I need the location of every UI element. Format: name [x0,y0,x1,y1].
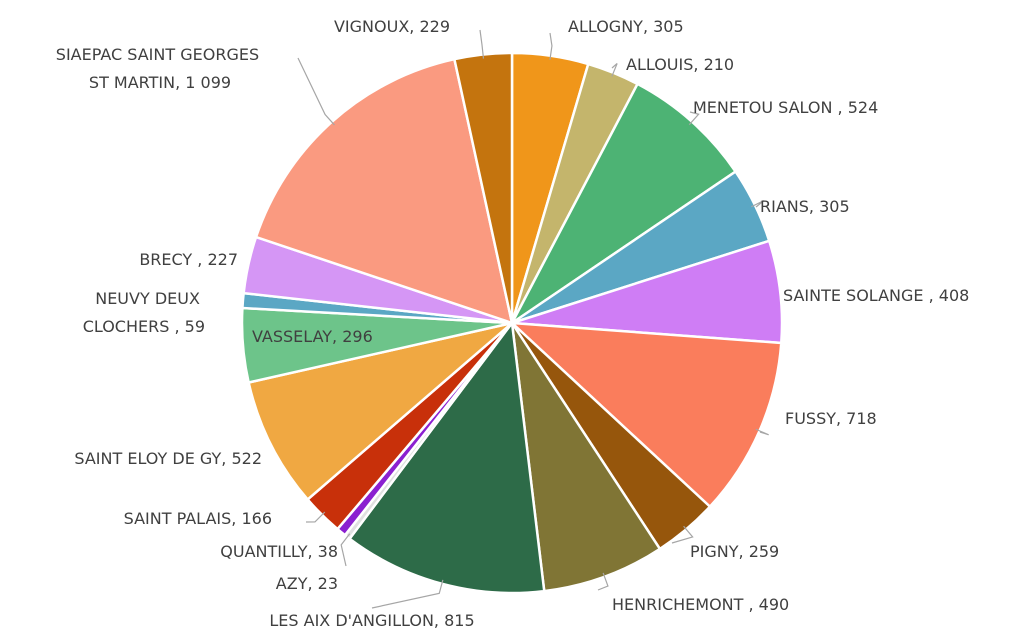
label-separator: , [307,574,317,593]
label-category: PIGNY [690,542,739,561]
label-value: 1 099 [185,73,231,92]
label-value: 815 [444,611,475,630]
label-separator: , [434,611,444,630]
label-value: 227 [207,250,238,269]
data-label: SAINTE SOLANGE , 408 [783,286,969,305]
leader-line [611,63,618,77]
label-value: 210 [704,55,735,74]
label-category: BRECY [139,250,197,269]
label-separator: , [739,542,749,561]
leader-line [297,57,335,126]
label-separator: , [838,98,848,117]
label-line: SIAEPAC SAINT GEORGES [56,45,264,64]
label-category: ALLOGNY [568,17,643,36]
data-label: BRECY , 227 [139,250,238,269]
leader-line [750,200,765,208]
label-category: NEUVY DEUX CLOCHERS [83,289,205,336]
label-separator: , [748,595,758,614]
label-value: 718 [846,409,877,428]
label-separator: , [809,197,819,216]
leader-line [597,572,609,591]
data-label: SAINT PALAIS, 166 [124,509,272,528]
leader-line [688,111,700,126]
label-value: 522 [231,449,262,468]
label-separator: , [307,542,317,561]
label-category: VIGNOUX [334,17,409,36]
label-value: 23 [318,574,338,593]
label-category: SIAEPAC SAINT GEORGES ST MARTIN [56,45,264,92]
label-separator: , [197,250,207,269]
data-label: AZY, 23 [276,574,338,593]
label-category: ALLOUIS [626,55,693,74]
data-label: PIGNY, 259 [690,542,779,561]
data-label: ALLOGNY, 305 [568,17,684,36]
data-label: LES AIX D'ANGILLON, 815 [269,611,474,630]
label-line: ST MARTIN [89,73,175,92]
data-label: FUSSY, 718 [785,409,877,428]
label-category: SAINT PALAIS [124,509,232,528]
label-separator: , [409,17,419,36]
leader-line [479,29,485,59]
label-separator: , [643,17,653,36]
label-separator: , [221,449,231,468]
label-value: 166 [241,509,272,528]
label-category: MENETOU SALON [693,98,838,117]
label-category: QUANTILLY [220,542,307,561]
label-separator: , [693,55,703,74]
label-category: SAINTE SOLANGE [783,286,929,305]
label-category: AZY [276,574,308,593]
label-category: VASSELAY [252,327,332,346]
label-category: HENRICHEMONT [612,595,748,614]
label-value: 524 [848,98,879,117]
label-category: SAINT ELOY DE GY [74,449,221,468]
label-value: 59 [185,317,205,336]
label-value: 305 [819,197,850,216]
label-separator: , [929,286,939,305]
data-label: HENRICHEMONT , 490 [612,595,789,614]
label-value: 490 [759,595,790,614]
label-value: 229 [419,17,450,36]
leader-line [549,32,553,60]
label-line: NEUVY DEUX [95,289,205,308]
data-label: NEUVY DEUX CLOCHERS , 59 [83,289,205,336]
label-value: 408 [939,286,970,305]
leader-line [371,579,444,609]
label-value: 38 [318,542,338,561]
leader-line [755,428,769,436]
label-value: 296 [342,327,373,346]
leader-line [305,511,326,523]
label-category: RIANS [760,197,809,216]
label-separator: , [332,327,342,346]
slice [247,321,513,502]
label-separator: , [174,317,184,336]
label-value: 259 [749,542,780,561]
label-category: LES AIX D'ANGILLON [269,611,434,630]
data-label: SIAEPAC SAINT GEORGES ST MARTIN, 1 099 [56,45,264,92]
label-line: CLOCHERS [83,317,175,336]
label-separator: , [175,73,185,92]
label-separator: , [231,509,241,528]
data-label: SAINT ELOY DE GY, 522 [74,449,262,468]
data-label: MENETOU SALON , 524 [693,98,878,117]
data-label: ALLOUIS, 210 [626,55,734,74]
data-label: QUANTILLY, 38 [220,542,338,561]
data-label: VASSELAY, 296 [252,327,373,346]
leader-line [671,525,694,544]
label-separator: , [836,409,846,428]
label-category: FUSSY [785,409,836,428]
data-label: VIGNOUX, 229 [334,17,450,36]
leader-line [340,533,351,567]
label-value: 305 [653,17,684,36]
data-label: RIANS, 305 [760,197,850,216]
